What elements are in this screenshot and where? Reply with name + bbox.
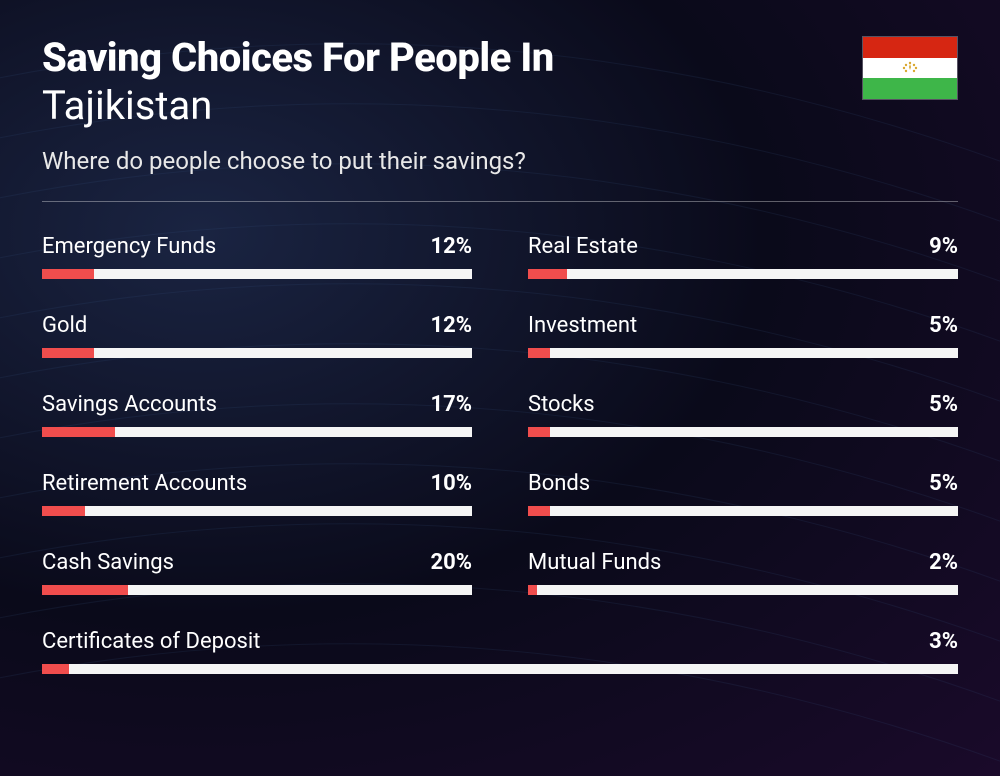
bar-value: 12%: [430, 234, 472, 259]
bar-item-row: Retirement Accounts 10%: [42, 471, 472, 496]
bar-track: [42, 348, 472, 358]
bar-label: Certificates of Deposit: [42, 629, 260, 654]
bar-fill: [528, 348, 550, 358]
header: Saving Choices For People In Tajikistan …: [42, 36, 958, 175]
flag-stripe-top: [863, 37, 957, 58]
bar-item-row: Gold 12%: [42, 313, 472, 338]
title-country: Tajikistan: [42, 82, 862, 129]
bar-track: [528, 348, 958, 358]
bar-track: [528, 427, 958, 437]
bar-item: Gold 12%: [42, 313, 472, 358]
bar-value: 12%: [430, 313, 472, 338]
bar-item: Investment 5%: [528, 313, 958, 358]
bar-label: Gold: [42, 313, 87, 338]
bar-track: [42, 427, 472, 437]
bar-fill: [42, 506, 85, 516]
bar-track: [42, 269, 472, 279]
title-main: Saving Choices For People In: [42, 36, 862, 80]
bar-item: Emergency Funds 12%: [42, 234, 472, 279]
bar-chart-grid: Emergency Funds 12% Real Estate 9% Gold 12% In…: [42, 234, 958, 674]
bar-fill: [528, 269, 567, 279]
bar-item-row: Bonds 5%: [528, 471, 958, 496]
bar-fill: [528, 427, 550, 437]
bar-item-row: Savings Accounts 17%: [42, 392, 472, 417]
bar-fill: [528, 506, 550, 516]
bar-track: [42, 664, 958, 674]
bar-item: Retirement Accounts 10%: [42, 471, 472, 516]
bar-item: Real Estate 9%: [528, 234, 958, 279]
bar-label: Emergency Funds: [42, 234, 216, 259]
bar-item: Cash Savings 20%: [42, 550, 472, 595]
bar-value: 20%: [430, 550, 472, 575]
bar-item-row: Emergency Funds 12%: [42, 234, 472, 259]
bar-item: Mutual Funds 2%: [528, 550, 958, 595]
bar-value: 10%: [430, 471, 472, 496]
bar-item-row: Cash Savings 20%: [42, 550, 472, 575]
bar-fill: [42, 664, 69, 674]
bar-value: 17%: [430, 392, 472, 417]
bar-item-row: Certificates of Deposit 3%: [42, 629, 958, 654]
bar-value: 5%: [929, 392, 958, 417]
bar-item-row: Stocks 5%: [528, 392, 958, 417]
bar-value: 5%: [929, 471, 958, 496]
bar-value: 2%: [929, 550, 958, 575]
bar-label: Mutual Funds: [528, 550, 661, 575]
bar-label: Real Estate: [528, 234, 638, 259]
bar-value: 5%: [929, 313, 958, 338]
bar-track: [528, 506, 958, 516]
infographic-container: Saving Choices For People In Tajikistan …: [0, 0, 1000, 710]
bar-fill: [42, 427, 115, 437]
bar-item: Certificates of Deposit 3%: [42, 629, 958, 674]
bar-item-row: Investment 5%: [528, 313, 958, 338]
bar-track: [42, 506, 472, 516]
bar-value: 9%: [929, 234, 958, 259]
country-flag-icon: [862, 36, 958, 100]
bar-label: Stocks: [528, 392, 595, 417]
bar-label: Investment: [528, 313, 637, 338]
bar-label: Savings Accounts: [42, 392, 217, 417]
bar-item: Bonds 5%: [528, 471, 958, 516]
bar-fill: [42, 585, 128, 595]
bar-item-row: Mutual Funds 2%: [528, 550, 958, 575]
flag-stripe-bot: [863, 78, 957, 99]
bar-label: Bonds: [528, 471, 590, 496]
bar-fill: [42, 269, 94, 279]
bar-track: [528, 585, 958, 595]
bar-track: [42, 585, 472, 595]
bar-track: [528, 269, 958, 279]
subtitle: Where do people choose to put their savi…: [42, 147, 862, 175]
bar-fill: [42, 348, 94, 358]
bar-fill: [528, 585, 537, 595]
bar-label: Retirement Accounts: [42, 471, 247, 496]
bar-item-row: Real Estate 9%: [528, 234, 958, 259]
bar-value: 3%: [929, 629, 958, 654]
bar-item: Stocks 5%: [528, 392, 958, 437]
bar-item: Savings Accounts 17%: [42, 392, 472, 437]
title-block: Saving Choices For People In Tajikistan …: [42, 36, 862, 175]
divider: [42, 201, 958, 202]
flag-emblem-icon: [898, 58, 922, 78]
bar-label: Cash Savings: [42, 550, 174, 575]
